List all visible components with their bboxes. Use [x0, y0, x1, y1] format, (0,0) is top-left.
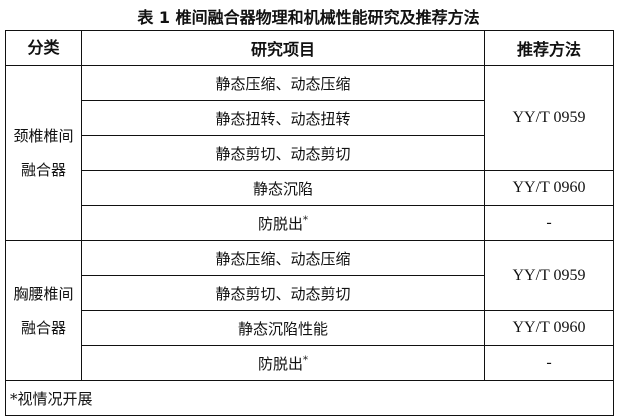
item-cell: 静态沉陷 — [81, 170, 485, 206]
table-row: 静态沉陷性能 YY/T 0960 — [6, 310, 614, 346]
footnote: *视情况开展 — [5, 380, 614, 416]
method-cell: YY/T 0960 — [484, 310, 614, 346]
item-cell: 静态压缩、动态压缩 — [81, 240, 485, 276]
method-cell: YY/T 0959 — [484, 65, 614, 171]
table-row: 静态沉陷 YY/T 0960 — [6, 170, 614, 206]
table-row: 防脱出* - — [6, 205, 614, 241]
footnote-row: *视情况开展 — [5, 380, 614, 416]
item-cell: 防脱出* — [81, 205, 485, 241]
table-row: 静态扭转、动态扭转 — [6, 100, 614, 136]
item-cell: 静态扭转、动态扭转 — [81, 100, 485, 136]
table-row: 防脱出* - — [6, 345, 614, 381]
item-cell: 静态沉陷性能 — [81, 310, 485, 346]
table-row: 静态剪切、动态剪切 — [6, 135, 614, 171]
header-item: 研究项目 — [81, 30, 485, 66]
category-cell: 胸腰椎间 融合器 — [5, 240, 82, 381]
item-cell: 静态压缩、动态压缩 — [81, 65, 485, 101]
method-cell: YY/T 0959 — [484, 240, 614, 311]
item-cell: 静态剪切、动态剪切 — [81, 135, 485, 171]
method-cell: - — [484, 345, 614, 381]
item-cell: 防脱出* — [81, 345, 485, 381]
method-cell: - — [484, 205, 614, 241]
table-row: 颈椎椎间 融合器 静态压缩、动态压缩 YY/T 0959 — [5, 65, 614, 241]
item-cell: 静态剪切、动态剪切 — [81, 275, 485, 311]
category-cell: 颈椎椎间 融合器 — [5, 65, 82, 241]
header-row: 分类 研究项目 推荐方法 — [5, 30, 614, 66]
methods-table: 分类 研究项目 推荐方法 颈椎椎间 融合器 静态压缩、动态压缩 YY/T 0959… — [5, 30, 614, 416]
header-category: 分类 — [5, 30, 82, 66]
table-title: 表 1 椎间融合器物理和机械性能研究及推荐方法 — [137, 8, 480, 27]
header-method: 推荐方法 — [484, 30, 614, 66]
method-cell: YY/T 0960 — [484, 170, 614, 206]
table-row: 胸腰椎间 融合器 静态压缩、动态压缩 YY/T 0959 — [5, 240, 614, 381]
